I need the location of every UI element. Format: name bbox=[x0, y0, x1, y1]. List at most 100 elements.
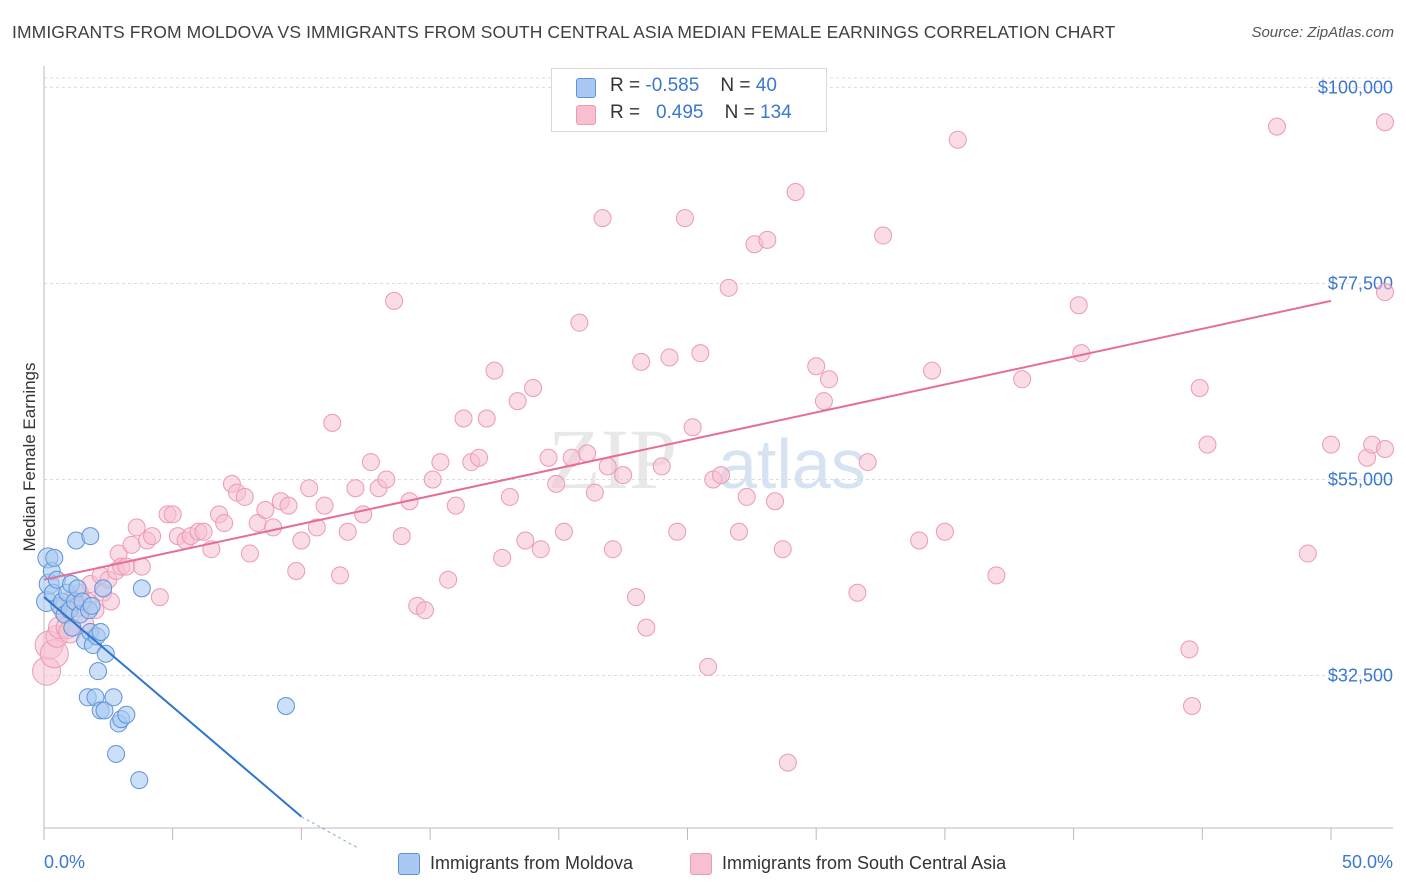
point-moldova bbox=[89, 662, 108, 681]
point-south-central-asia bbox=[570, 313, 589, 332]
y-tick-labels: $32,500 $55,000 $77,500 $100,000 bbox=[1318, 77, 1393, 685]
point-moldova bbox=[82, 596, 101, 615]
point-south-central-asia bbox=[675, 209, 694, 228]
point-south-central-asia bbox=[652, 457, 671, 476]
chart-title: IMMIGRANTS FROM MOLDOVA VS IMMIGRANTS FR… bbox=[12, 22, 1116, 42]
point-south-central-asia bbox=[814, 392, 833, 411]
bottom-legend-label-sca: Immigrants from South Central Asia bbox=[722, 853, 1007, 873]
legend-text-moldova: R = -0.585 N = 40 bbox=[610, 75, 777, 97]
axes bbox=[43, 66, 1393, 840]
point-south-central-asia bbox=[683, 418, 702, 437]
x-tick-label-max: 50.0% bbox=[1342, 852, 1393, 872]
point-south-central-asia bbox=[910, 531, 929, 550]
point-south-central-asia bbox=[307, 518, 326, 537]
x-tick-labels: 0.0% 50.0% bbox=[44, 852, 1393, 872]
point-south-central-asia bbox=[524, 379, 543, 398]
point-south-central-asia bbox=[627, 588, 646, 607]
point-south-central-asia bbox=[385, 291, 404, 310]
point-south-central-asia bbox=[554, 522, 573, 541]
point-south-central-asia bbox=[264, 518, 283, 537]
point-moldova bbox=[104, 688, 123, 707]
point-south-central-asia bbox=[766, 492, 785, 511]
legend-r-label: R = bbox=[610, 75, 641, 96]
point-south-central-asia bbox=[477, 409, 496, 428]
point-south-central-asia bbox=[1069, 296, 1088, 315]
point-south-central-asia bbox=[194, 522, 213, 541]
point-south-central-asia bbox=[603, 540, 622, 559]
bottom-legend-label-moldova: Immigrants from Moldova bbox=[430, 853, 634, 873]
point-south-central-asia bbox=[150, 588, 169, 607]
point-moldova bbox=[91, 622, 110, 641]
point-south-central-asia bbox=[729, 522, 748, 541]
point-south-central-asia bbox=[392, 527, 411, 546]
point-south-central-asia bbox=[778, 753, 797, 772]
point-south-central-asia bbox=[122, 535, 141, 554]
source-label: Source: ZipAtlas.com bbox=[1251, 24, 1394, 41]
point-south-central-asia bbox=[493, 548, 512, 567]
point-south-central-asia bbox=[758, 230, 777, 249]
point-south-central-asia bbox=[711, 466, 730, 485]
point-south-central-asia bbox=[338, 522, 357, 541]
legend-n-value-moldova: 40 bbox=[755, 75, 777, 96]
y-tick-label: $32,500 bbox=[1328, 666, 1393, 686]
point-south-central-asia bbox=[1198, 435, 1217, 454]
point-south-central-asia bbox=[786, 182, 805, 201]
series-south-central-asia-points bbox=[32, 113, 1394, 772]
point-south-central-asia bbox=[256, 500, 275, 519]
legend-text-sca: R = 0.495 N = 134 bbox=[610, 102, 792, 124]
legend-r-value-moldova: -0.585 bbox=[645, 75, 700, 96]
correlation-legend: R = -0.585 N = 40 R = 0.495 N = 134 bbox=[551, 68, 827, 132]
point-south-central-asia bbox=[660, 348, 679, 367]
point-south-central-asia bbox=[470, 448, 489, 467]
y-tick-label: $55,000 bbox=[1328, 469, 1393, 489]
point-south-central-asia bbox=[300, 479, 319, 498]
legend-r-value-sca: 0.495 bbox=[655, 102, 704, 123]
point-south-central-asia bbox=[1376, 283, 1394, 302]
point-south-central-asia bbox=[719, 278, 738, 297]
point-moldova bbox=[117, 705, 136, 724]
point-south-central-asia bbox=[1322, 435, 1340, 454]
y-axis-label: Median Female Earnings bbox=[20, 363, 39, 552]
legend-r-label: R = bbox=[610, 102, 641, 123]
point-south-central-asia bbox=[516, 531, 535, 550]
point-south-central-asia bbox=[240, 544, 259, 563]
point-south-central-asia bbox=[1013, 370, 1032, 389]
point-south-central-asia bbox=[987, 566, 1006, 585]
point-south-central-asia bbox=[163, 505, 182, 524]
x-tick-label-min: 0.0% bbox=[44, 852, 85, 872]
point-south-central-asia bbox=[848, 583, 867, 602]
point-moldova bbox=[96, 644, 115, 663]
point-south-central-asia bbox=[439, 570, 458, 589]
point-south-central-asia bbox=[614, 466, 633, 485]
legend-swatch-moldova bbox=[576, 78, 596, 98]
point-south-central-asia bbox=[346, 479, 365, 498]
point-moldova bbox=[130, 771, 149, 790]
point-moldova bbox=[95, 701, 114, 720]
point-south-central-asia bbox=[539, 448, 558, 467]
point-south-central-asia bbox=[361, 453, 380, 472]
point-south-central-asia bbox=[454, 409, 473, 428]
point-moldova bbox=[94, 579, 113, 598]
point-south-central-asia bbox=[923, 361, 942, 380]
legend-swatch-sca bbox=[576, 105, 596, 125]
y-tick-label: $77,500 bbox=[1328, 273, 1393, 293]
point-moldova bbox=[81, 527, 100, 546]
trend-line-moldova-extension bbox=[301, 816, 359, 849]
point-moldova bbox=[132, 579, 151, 598]
point-south-central-asia bbox=[1376, 440, 1394, 458]
point-south-central-asia bbox=[593, 209, 612, 228]
point-south-central-asia bbox=[1298, 544, 1317, 563]
point-south-central-asia bbox=[578, 444, 597, 463]
point-south-central-asia bbox=[1183, 697, 1202, 716]
trend-line-moldova bbox=[43, 596, 303, 818]
point-south-central-asia bbox=[874, 226, 893, 245]
point-south-central-asia bbox=[820, 370, 839, 389]
legend-n-label: N = bbox=[724, 102, 755, 123]
bottom-legend-swatch-moldova bbox=[398, 853, 420, 875]
point-south-central-asia bbox=[485, 361, 504, 380]
point-south-central-asia bbox=[1180, 640, 1199, 659]
point-south-central-asia bbox=[668, 522, 687, 541]
point-south-central-asia bbox=[127, 518, 146, 537]
point-south-central-asia bbox=[235, 487, 254, 506]
